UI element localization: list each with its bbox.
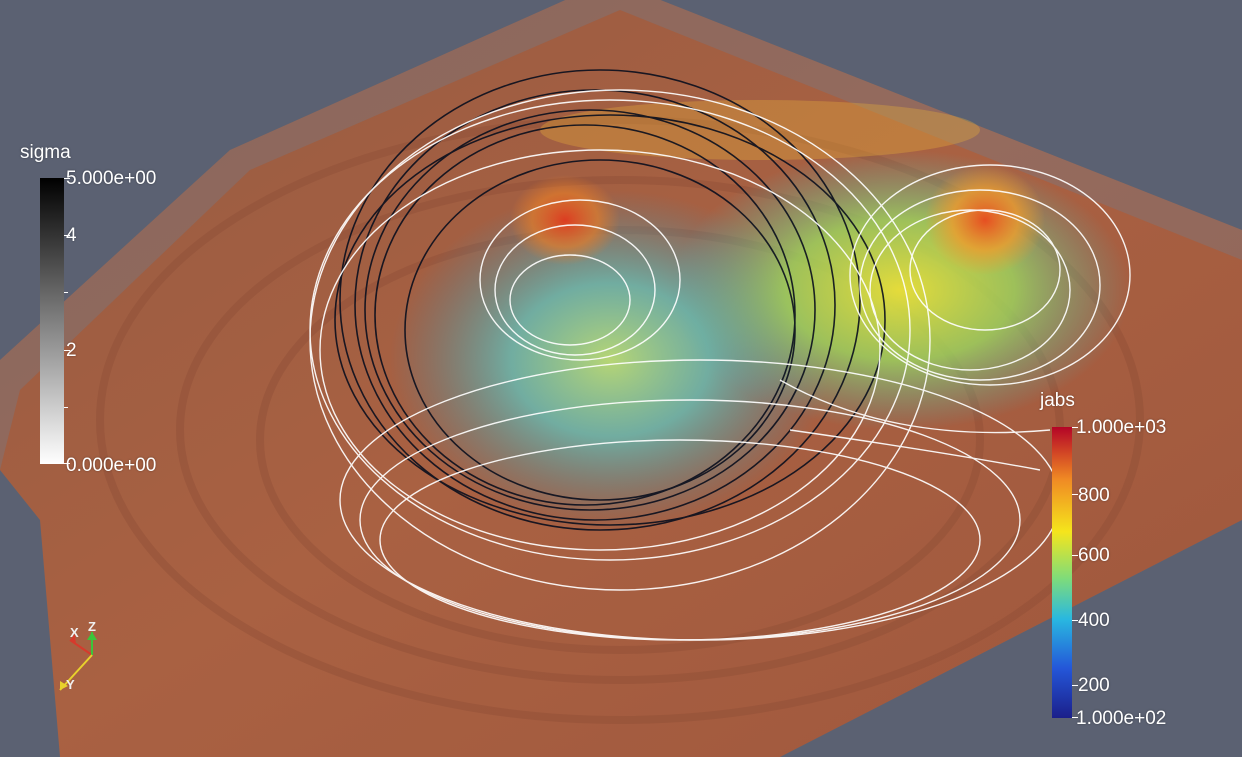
jabs-min-label: 1.000e+02 bbox=[1076, 708, 1167, 729]
sigma-tick bbox=[64, 235, 70, 236]
slab-edge-shading bbox=[0, 0, 1242, 470]
axis-label-z: Z bbox=[88, 619, 96, 634]
jabs-max-label: 1.000e+03 bbox=[1076, 417, 1167, 438]
sigma-min-label: 0.000e+00 bbox=[66, 455, 157, 476]
jabs-tick bbox=[1072, 685, 1078, 686]
jabs-colorbar bbox=[1052, 427, 1072, 718]
jabs-tick-label-400: 400 bbox=[1078, 610, 1110, 631]
jabs-tick bbox=[1072, 620, 1078, 621]
sigma-tick bbox=[64, 292, 68, 293]
streamlines-dark bbox=[334, 69, 886, 531]
axis-label-y: Y bbox=[66, 677, 75, 692]
axis-label-x: X bbox=[70, 625, 79, 640]
sigma-tick-label-2: 2 bbox=[66, 340, 77, 361]
sigma-tick bbox=[64, 350, 70, 351]
jabs-tick bbox=[1072, 555, 1078, 556]
jabs-tick-label-200: 200 bbox=[1078, 675, 1110, 696]
sigma-max-label: 5.000e+00 bbox=[66, 168, 157, 189]
sigma-tick bbox=[64, 407, 68, 408]
orientation-axes-triad bbox=[59, 632, 97, 691]
sigma-tick bbox=[64, 178, 70, 179]
field-hotspot-left bbox=[510, 175, 620, 265]
jabs-tick bbox=[1072, 717, 1078, 718]
sigma-tick bbox=[64, 463, 70, 464]
jabs-legend-title: jabs bbox=[1040, 390, 1075, 411]
axis-line-y bbox=[59, 654, 93, 691]
sigma-colorbar bbox=[40, 178, 64, 464]
jabs-tick-label-800: 800 bbox=[1078, 485, 1110, 506]
jabs-tick bbox=[1072, 494, 1078, 495]
streamlines-white bbox=[309, 89, 1131, 641]
jabs-tick bbox=[1072, 427, 1078, 428]
sigma-legend-title: sigma bbox=[20, 142, 71, 163]
sigma-tick-label-4: 4 bbox=[66, 225, 77, 246]
jabs-tick-label-600: 600 bbox=[1078, 545, 1110, 566]
